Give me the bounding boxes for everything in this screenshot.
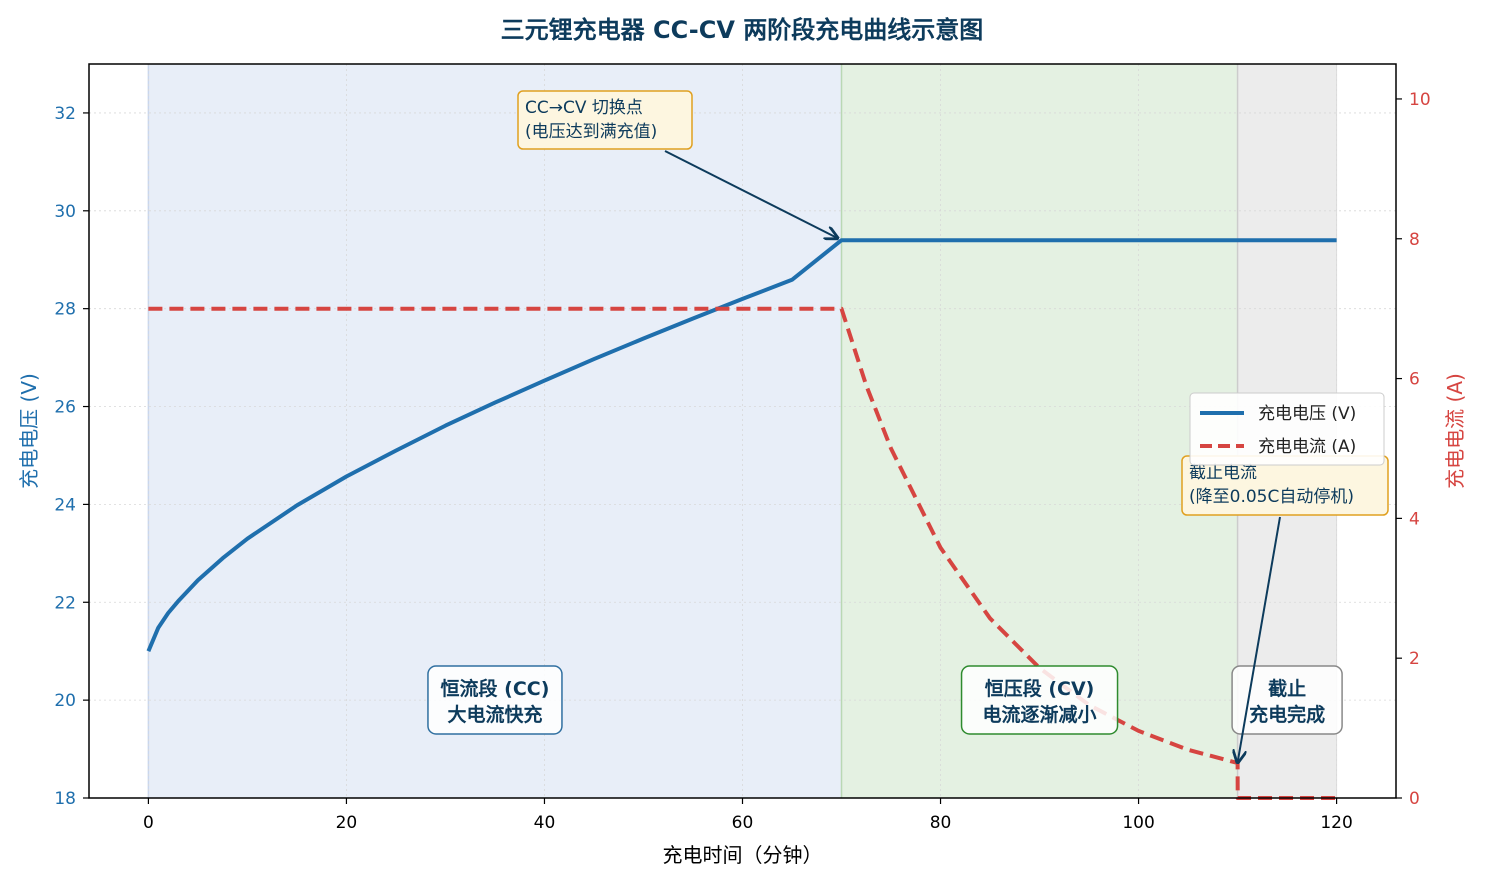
y-left-tick-label: 22 — [54, 593, 76, 613]
annotations: CC→CV 切换点 (电压达到满充值) 截止电流 (降至0.05C自动停机) — [517, 90, 1389, 763]
legend-label: 充电电压 (V) — [1258, 404, 1356, 424]
y-left-tick-label: 28 — [54, 300, 76, 320]
y-left-axis-label: 充电电压 (V) — [17, 373, 41, 489]
y-left-tick-label: 30 — [54, 202, 76, 222]
phase-label-box — [427, 665, 563, 735]
y-left-tick-label: 32 — [54, 104, 76, 124]
y-left-tick-label: 20 — [54, 691, 76, 711]
annotation-arrow — [664, 150, 838, 238]
voltage-line — [146, 238, 1337, 652]
annotation-line1: 截止电流 — [1189, 463, 1257, 483]
x-tick-label: 100 — [1122, 813, 1154, 833]
phase-label-box — [1231, 665, 1343, 735]
x-tick-label: 120 — [1320, 813, 1352, 833]
y-right-tick-label: 8 — [1409, 230, 1420, 250]
phase-label-line2: 充电完成 — [1249, 703, 1325, 726]
data-series — [146, 238, 1337, 800]
x-tick-label: 40 — [534, 813, 556, 833]
y-left-tick-label: 26 — [54, 398, 76, 418]
phase-regions — [147, 64, 1338, 798]
y-right-tick-label: 6 — [1409, 370, 1420, 390]
y-right-tick-label: 0 — [1409, 789, 1420, 809]
y-left-tick-label: 24 — [54, 495, 76, 515]
annotation-line2: (电压达到满充值) — [525, 122, 657, 142]
axes: 0 20 40 60 80 100 12018202224262830320246810充电… — [17, 90, 1467, 867]
y-left-tick-label: 18 — [54, 789, 76, 809]
phase-label-line1: 截止 — [1268, 677, 1306, 700]
x-tick-label: 60 — [732, 813, 754, 833]
x-tick-label: 80 — [930, 813, 952, 833]
phase-label-line2: 电流逐渐减小 — [983, 703, 1097, 726]
x-tick-label: 0 — [143, 813, 154, 833]
y-right-tick-label: 10 — [1409, 90, 1431, 110]
phase-label-box — [960, 665, 1119, 735]
annotation-line1: CC→CV 切换点 — [525, 98, 643, 118]
y-right-tick-label: 4 — [1409, 509, 1420, 529]
y-right-axis-label: 充电电流 (A) — [1443, 373, 1467, 489]
phase-label-line1: 恒流段 (CC) — [441, 677, 550, 700]
annotation-arrow — [1238, 516, 1281, 763]
legend: 充电电压 (V) 充电电流 (A) — [1189, 392, 1385, 466]
annotation-line2: (降至0.05C自动停机) — [1189, 487, 1354, 507]
phase-label-line2: 大电流快充 — [447, 703, 542, 726]
legend-label: 充电电流 (A) — [1258, 437, 1356, 457]
annotation-box — [517, 90, 693, 150]
y-right-tick-label: 2 — [1409, 649, 1420, 669]
x-axis-label: 充电时间（分钟） — [663, 843, 823, 867]
x-tick-label: 20 — [336, 813, 358, 833]
chart-title: 三元锂充电器 CC-CV 两阶段充电曲线示意图 — [501, 16, 984, 44]
phase-label-line1: 恒压段 (CV) — [985, 677, 1095, 700]
